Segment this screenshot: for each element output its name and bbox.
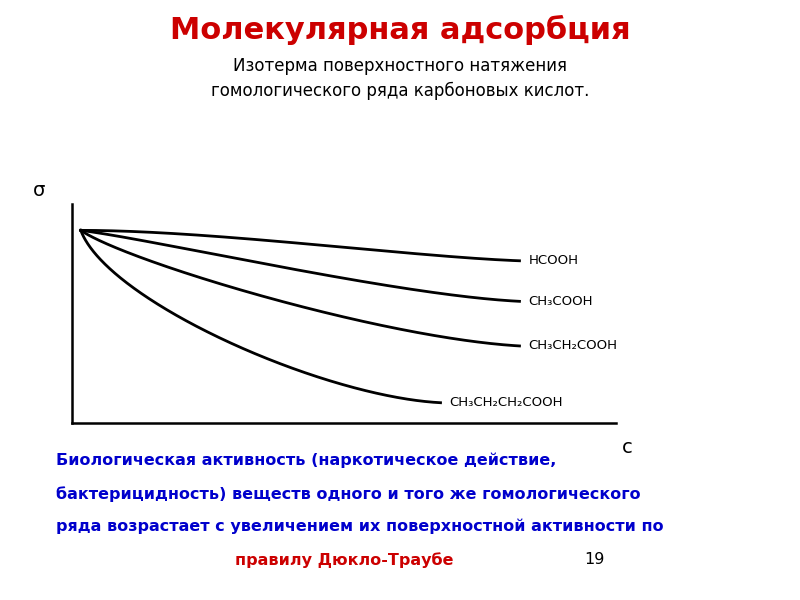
Text: Молекулярная адсорбция: Молекулярная адсорбция	[170, 15, 630, 45]
Text: 19: 19	[584, 552, 604, 567]
Text: Биологическая активность (наркотическое действие,: Биологическая активность (наркотическое …	[56, 453, 556, 469]
Text: ряда возрастает с увеличением их поверхностной активности по: ряда возрастает с увеличением их поверхн…	[56, 519, 664, 535]
Text: Изотерма поверхностного натяжения
гомологического ряда карбоновых кислот.: Изотерма поверхностного натяжения гомоло…	[211, 57, 589, 100]
Text: CH₃COOH: CH₃COOH	[528, 295, 593, 308]
Text: HCOOH: HCOOH	[528, 254, 578, 267]
Text: CH₃CH₂COOH: CH₃CH₂COOH	[528, 340, 618, 352]
Text: бактерицидность) веществ одного и того же гомологического: бактерицидность) веществ одного и того ж…	[56, 486, 641, 502]
Text: CH₃CH₂CH₂COOH: CH₃CH₂CH₂COOH	[450, 396, 562, 409]
Text: правилу Дюкло-Траубе: правилу Дюкло-Траубе	[234, 552, 454, 568]
Text: c: c	[622, 439, 632, 457]
Text: σ: σ	[33, 181, 46, 200]
